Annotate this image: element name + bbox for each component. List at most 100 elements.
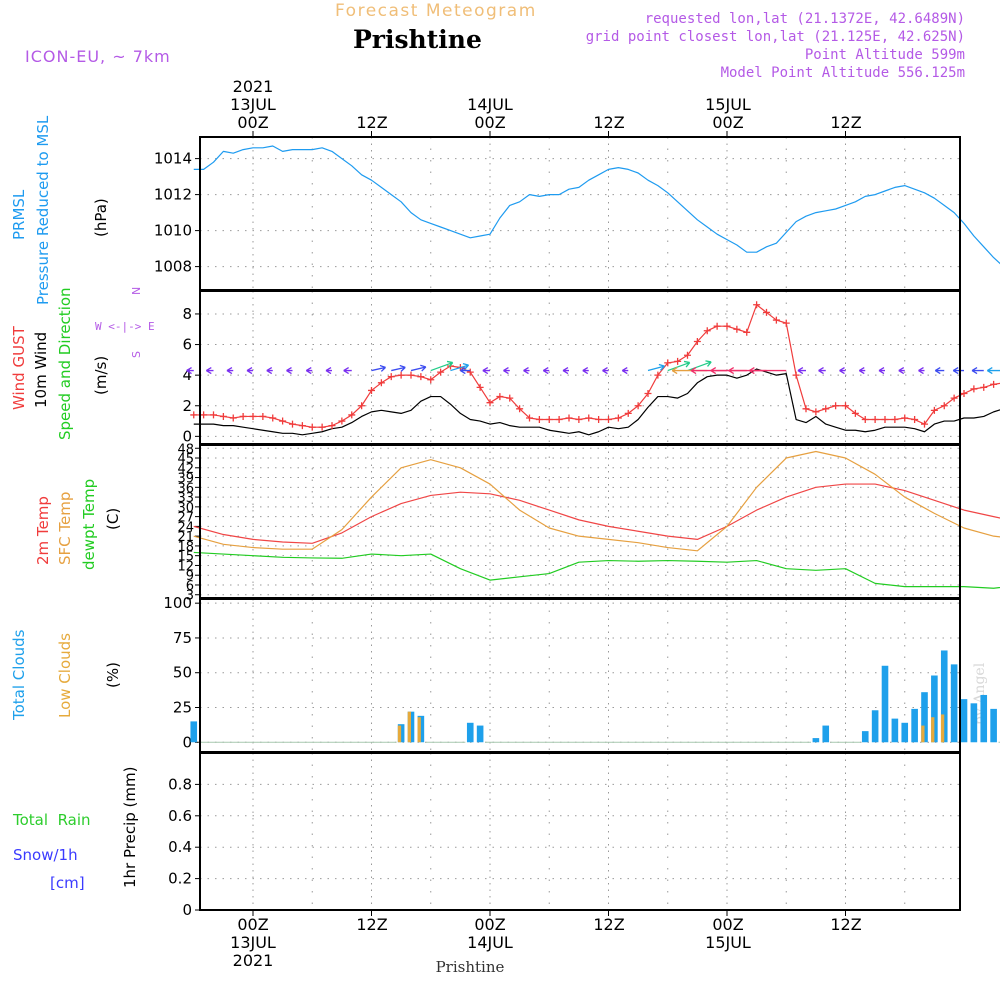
wind-direction-arrow (621, 367, 629, 375)
wind-gust-marker (743, 328, 751, 336)
tick-label-bottom: 12Z (593, 915, 624, 934)
pressure-line (193, 145, 1000, 265)
y-tick-label: 50 (173, 664, 192, 682)
wind-gust-marker (990, 380, 998, 388)
low-cloud-bar (931, 717, 935, 743)
wind-direction-arrow (503, 367, 510, 375)
tick-label-top: 12Z (593, 113, 624, 132)
y-tick-label: 12 (177, 559, 194, 574)
day-label-top: 13JUL (230, 95, 276, 114)
wind-gust-marker (891, 416, 899, 424)
y-tick-label: 15 (177, 550, 194, 565)
y-tick-label: 0 (182, 901, 192, 919)
y-tick-label: 1008 (154, 258, 192, 276)
y-tick-label: 21 (177, 530, 194, 545)
wind-gust-marker (930, 406, 938, 414)
wind-gust-marker (684, 351, 691, 359)
wind-direction-arrow (952, 367, 964, 375)
y-tick-label: 24 (177, 520, 194, 535)
wind-direction-arrow (266, 367, 273, 375)
wind-gust-marker (822, 405, 830, 413)
wind-direction-arrow (482, 367, 490, 375)
y-tick-label: 0.2 (168, 870, 192, 888)
footer-location: Prishtine (436, 958, 505, 976)
wind-gust-marker (239, 412, 247, 420)
legend-snow: Snow/1h (13, 846, 78, 864)
year-top: 2021 (233, 77, 274, 96)
wind-direction-arrow (371, 364, 386, 372)
tick-label-bottom: 12Z (356, 915, 387, 934)
wind-gust-marker (506, 394, 514, 402)
wind-direction-arrow (898, 367, 905, 375)
wind-direction-arrow (205, 367, 214, 375)
year-bottom: 2021 (233, 951, 274, 970)
wind-gust-marker (723, 322, 731, 330)
wind-direction-arrow (246, 367, 253, 375)
tick-label-bottom: 00Z (237, 915, 268, 934)
wind-gust-marker (308, 423, 316, 431)
wind-direction-arrow (749, 367, 787, 375)
total-cloud-bar (881, 665, 889, 743)
wind-direction-arrow (343, 367, 352, 375)
wind-gust-marker (782, 319, 790, 327)
y-tick-label: 0.4 (168, 838, 192, 856)
y-tick-label: 39 (177, 472, 194, 487)
wind-gust-marker (911, 416, 919, 424)
y-tick-label: 33 (177, 491, 194, 506)
wind-gust-marker (259, 412, 267, 420)
wind-gust-marker (318, 423, 326, 431)
wind-gust-marker (427, 376, 435, 384)
model-label: ICON-EU, ~ 7km (25, 47, 171, 66)
tick-label-top: 12Z (356, 113, 387, 132)
wind-gust-marker (545, 416, 553, 424)
panel4-total-label: Total Clouds (10, 629, 28, 721)
y-tick-label: 100 (163, 594, 192, 612)
y-tick-label: 48 (177, 442, 194, 457)
tick-label-top: 00Z (237, 113, 268, 132)
total-cloud-bar (990, 708, 997, 743)
wind-gust-marker (960, 390, 968, 398)
wind-gust-marker (368, 386, 375, 394)
wind-gust-marker (377, 379, 385, 387)
wind-gust-marker (624, 409, 632, 417)
wind-direction-arrow (818, 367, 826, 375)
wind-gust-marker (229, 414, 237, 422)
total-cloud-bar (901, 722, 909, 743)
total-cloud-bar (190, 721, 198, 743)
wind-gust-marker (940, 402, 948, 410)
day-label-bottom: 15JUL (705, 933, 751, 952)
wind-gust-marker (575, 416, 583, 424)
wind-gust-marker (585, 414, 593, 422)
low-cloud-bar (397, 725, 402, 743)
total-cloud-bar (871, 710, 879, 743)
y-tick-label: 8 (182, 305, 192, 323)
wind-gust-marker (516, 405, 524, 413)
y-tick-label: 18 (177, 540, 194, 555)
wind-direction-arrow (934, 367, 945, 375)
wind-direction-arrow (647, 363, 665, 372)
low-cloud-bar (921, 725, 925, 743)
wind-direction-arrow (687, 360, 712, 372)
total-cloud-bar (476, 725, 484, 743)
panel2-wind-label: 10m Wind (32, 332, 50, 408)
y-tick-label: 1014 (154, 150, 192, 168)
day-label-top: 15JUL (705, 95, 751, 114)
model-altitude: Model Point Altitude 556.125m (721, 65, 965, 81)
wind-gust-marker (387, 373, 395, 381)
wind-direction-arrow (430, 360, 454, 372)
wind-direction-arrow (602, 367, 609, 375)
wind-gust-marker (210, 411, 217, 419)
wind-gust-marker (269, 414, 277, 422)
wind-gust-marker (654, 371, 662, 379)
temp-sfc-line (193, 450, 1000, 552)
y-tick-label: 1012 (154, 186, 192, 204)
wind-direction-arrow (858, 367, 866, 375)
wind-direction-arrow (562, 367, 569, 375)
wind-direction-arrow (542, 367, 550, 375)
wind-direction-arrow (460, 367, 471, 375)
wind-gust-marker (851, 409, 859, 417)
tick-label-top: 00Z (712, 113, 743, 132)
wind-direction-arrow (450, 363, 470, 372)
total-cloud-bar (960, 699, 968, 743)
